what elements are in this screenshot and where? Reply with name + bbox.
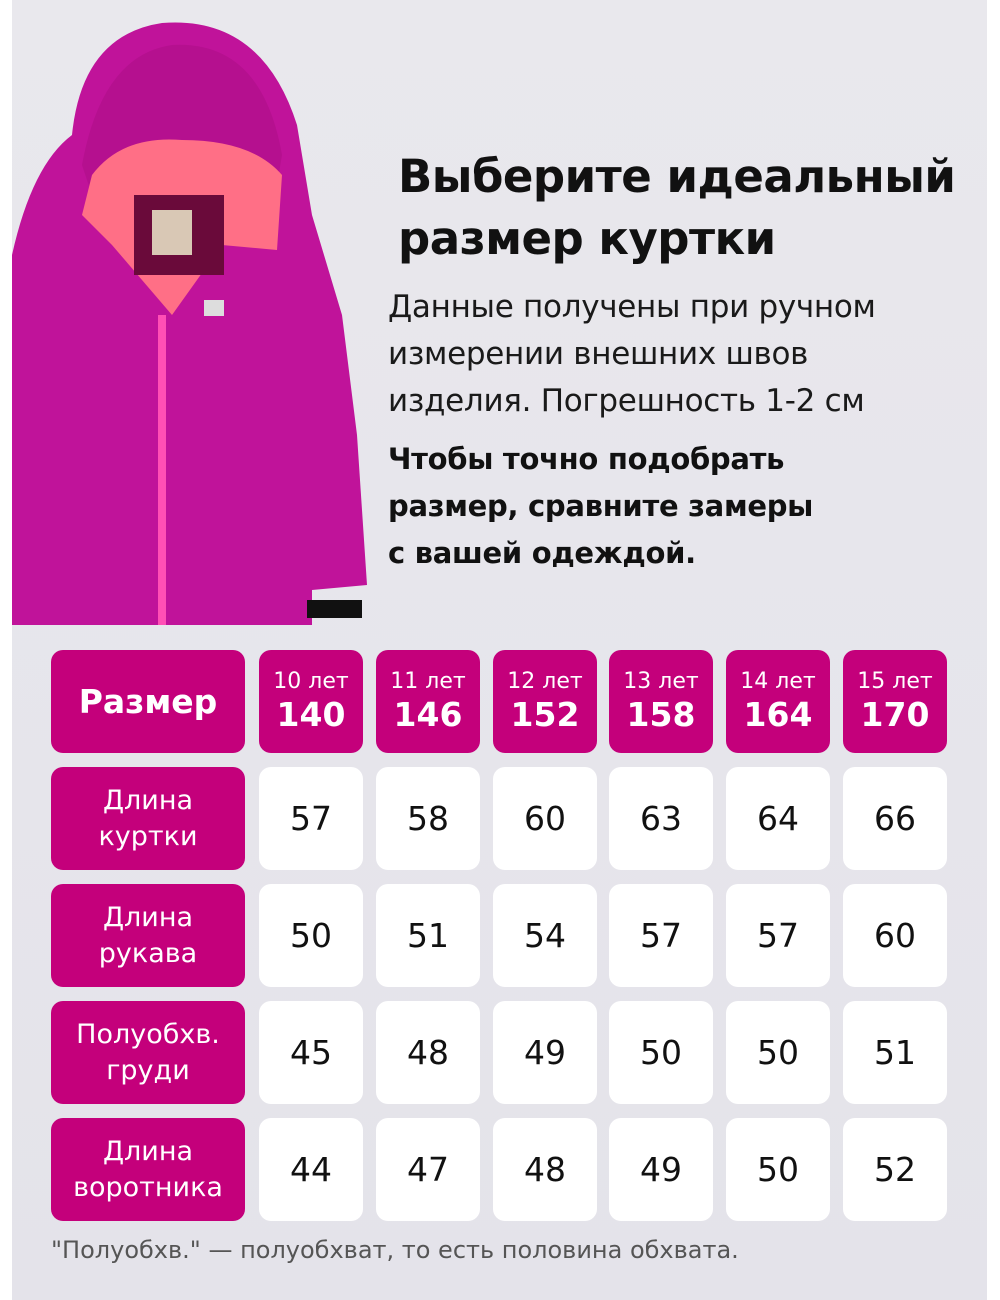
value-cell: 60 bbox=[843, 884, 947, 987]
row-label-cell: Длина куртки bbox=[51, 767, 245, 870]
value-cell: 50 bbox=[726, 1118, 830, 1221]
page-heading: Выберите идеальный размер куртки bbox=[398, 146, 956, 270]
value-cell: 54 bbox=[493, 884, 597, 987]
measurement-value: 64 bbox=[757, 799, 799, 838]
measurement-value: 49 bbox=[640, 1150, 682, 1189]
measurement-value: 51 bbox=[407, 916, 449, 955]
measurement-value: 60 bbox=[874, 916, 916, 955]
value-cell: 66 bbox=[843, 767, 947, 870]
description: Данные получены при ручном измерении вне… bbox=[388, 284, 876, 425]
measurement-value: 66 bbox=[874, 799, 916, 838]
advice-line: размер, сравните замеры bbox=[388, 489, 814, 523]
row-label-line: воротника bbox=[73, 1171, 223, 1203]
size-age: 15 лет bbox=[857, 668, 933, 694]
description-line: измерении внешних швов bbox=[388, 336, 809, 372]
jacket-photo bbox=[12, 22, 367, 625]
measurement-value: 47 bbox=[407, 1150, 449, 1189]
value-cell: 49 bbox=[609, 1118, 713, 1221]
value-cell: 57 bbox=[609, 884, 713, 987]
advice: Чтобы точно подобрать размер, сравните з… bbox=[388, 436, 813, 577]
size-header-cell: 13 лет 158 bbox=[609, 650, 713, 753]
size-header-cell: 10 лет 140 bbox=[259, 650, 363, 753]
row-label-line: Длина bbox=[102, 901, 194, 933]
size-height: 140 bbox=[276, 694, 346, 734]
value-cell: 57 bbox=[259, 767, 363, 870]
measurement-value: 57 bbox=[290, 799, 332, 838]
size-height: 164 bbox=[743, 694, 813, 734]
description-line: изделия. Погрешность 1-2 см bbox=[388, 383, 865, 419]
value-cell: 63 bbox=[609, 767, 713, 870]
measurement-value: 57 bbox=[640, 916, 682, 955]
measurement-value: 48 bbox=[524, 1150, 566, 1189]
measurement-value: 44 bbox=[290, 1150, 332, 1189]
value-cell: 48 bbox=[376, 1001, 480, 1104]
row-label-cell: Длина воротника bbox=[51, 1118, 245, 1221]
row-label-line: Длина bbox=[102, 1135, 194, 1167]
row-label-cell: Длина рукава bbox=[51, 884, 245, 987]
value-cell: 60 bbox=[493, 767, 597, 870]
measurement-value: 60 bbox=[524, 799, 566, 838]
measurement-value: 49 bbox=[524, 1033, 566, 1072]
row-label-line: груди bbox=[106, 1054, 190, 1086]
measurement-value: 48 bbox=[407, 1033, 449, 1072]
size-height: 170 bbox=[860, 694, 930, 734]
size-header-cell: 11 лет 146 bbox=[376, 650, 480, 753]
size-header-cell: 15 лет 170 bbox=[843, 650, 947, 753]
advice-line: с вашей одеждой. bbox=[388, 536, 696, 570]
measurement-value: 50 bbox=[757, 1150, 799, 1189]
size-age: 11 лет bbox=[390, 668, 466, 694]
row-label-cell: Полуобхв. груди bbox=[51, 1001, 245, 1104]
value-cell: 44 bbox=[259, 1118, 363, 1221]
row-label-line: Полуобхв. bbox=[76, 1018, 220, 1050]
size-height: 146 bbox=[393, 694, 463, 734]
measurement-value: 58 bbox=[407, 799, 449, 838]
value-cell: 57 bbox=[726, 884, 830, 987]
row-label-line: Длина bbox=[102, 784, 194, 816]
size-age: 13 лет bbox=[623, 668, 699, 694]
size-height: 152 bbox=[510, 694, 580, 734]
row-label-line: рукава bbox=[98, 937, 198, 969]
size-age: 14 лет bbox=[740, 668, 816, 694]
footnote: "Полуобхв." — полуобхват, то есть полови… bbox=[51, 1236, 739, 1264]
size-age: 12 лет bbox=[507, 668, 583, 694]
value-cell: 52 bbox=[843, 1118, 947, 1221]
value-cell: 50 bbox=[726, 1001, 830, 1104]
size-height: 158 bbox=[626, 694, 696, 734]
size-header-cell: 12 лет 152 bbox=[493, 650, 597, 753]
row-label-line: куртки bbox=[98, 820, 198, 852]
value-cell: 45 bbox=[259, 1001, 363, 1104]
value-cell: 47 bbox=[376, 1118, 480, 1221]
measurement-value: 45 bbox=[290, 1033, 332, 1072]
heading-line: Выберите идеальный bbox=[398, 150, 956, 203]
measurement-value: 50 bbox=[640, 1033, 682, 1072]
heading-line: размер куртки bbox=[398, 212, 776, 265]
size-age: 10 лет bbox=[273, 668, 349, 694]
measurement-value: 57 bbox=[757, 916, 799, 955]
size-header-cell: 14 лет 164 bbox=[726, 650, 830, 753]
measurement-value: 63 bbox=[640, 799, 682, 838]
value-cell: 51 bbox=[843, 1001, 947, 1104]
measurement-value: 54 bbox=[524, 916, 566, 955]
measurement-value: 50 bbox=[290, 916, 332, 955]
value-cell: 51 bbox=[376, 884, 480, 987]
measurement-value: 51 bbox=[874, 1033, 916, 1072]
advice-line: Чтобы точно подобрать bbox=[388, 442, 785, 476]
measurement-value: 50 bbox=[757, 1033, 799, 1072]
value-cell: 50 bbox=[609, 1001, 713, 1104]
value-cell: 64 bbox=[726, 767, 830, 870]
value-cell: 50 bbox=[259, 884, 363, 987]
header-label-cell: Размер bbox=[51, 650, 245, 753]
value-cell: 49 bbox=[493, 1001, 597, 1104]
header-label: Размер bbox=[78, 681, 218, 721]
measurement-value: 52 bbox=[874, 1150, 916, 1189]
value-cell: 58 bbox=[376, 767, 480, 870]
description-line: Данные получены при ручном bbox=[388, 289, 876, 325]
value-cell: 48 bbox=[493, 1118, 597, 1221]
